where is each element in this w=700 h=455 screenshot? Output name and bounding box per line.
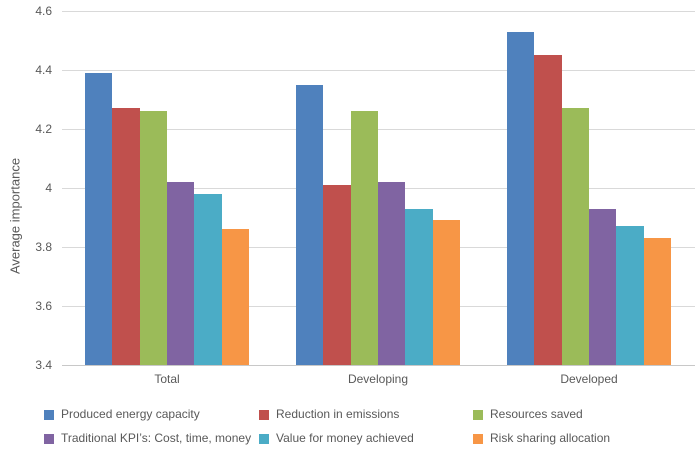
bar-total-series-0 — [85, 72, 113, 365]
x-category-label: Developed — [560, 372, 618, 386]
legend-label: Resources saved — [490, 407, 583, 421]
bar-developed-series-3 — [588, 208, 617, 365]
bar-group-total — [85, 72, 249, 365]
bar-group-developing — [296, 84, 460, 365]
legend-swatch-icon — [44, 433, 54, 444]
legend-label: Reduction in emissions — [276, 407, 400, 421]
bar-developing-series-1 — [323, 185, 351, 365]
bar-total-series-5 — [221, 229, 249, 365]
y-tick-label: 3.6 — [35, 299, 52, 313]
x-category-label: Developing — [347, 372, 409, 386]
bar-total-series-4 — [194, 193, 222, 365]
plot-area — [62, 11, 695, 366]
legend-item: Reduction in emissions — [259, 407, 399, 422]
bar-developing-series-5 — [432, 220, 460, 365]
gridline — [62, 11, 695, 12]
y-tick-label: 4.6 — [35, 4, 52, 18]
bar-developed-series-4 — [616, 226, 644, 365]
legend-swatch-icon — [473, 409, 483, 420]
y-tick-label: 4.2 — [35, 122, 52, 136]
x-axis-line — [62, 365, 695, 366]
legend-label: Produced energy capacity — [61, 407, 200, 421]
legend-item: Resources saved — [473, 407, 583, 422]
legend-swatch-icon — [44, 409, 54, 420]
y-tick-label: 3.8 — [35, 240, 52, 254]
legend-item: Risk sharing allocation — [473, 431, 610, 446]
bar-developing-series-3 — [377, 182, 406, 365]
bar-group-developed — [507, 31, 671, 365]
bar-total-series-2 — [139, 111, 167, 365]
legend-item: Produced energy capacity — [44, 407, 200, 422]
bar-developed-series-1 — [534, 55, 562, 365]
legend-label: Risk sharing allocation — [490, 431, 611, 445]
legend-label: Traditional KPI’s: Cost, time, money — [61, 431, 252, 445]
y-axis-title: Average importance — [7, 157, 23, 275]
gridline — [62, 129, 695, 130]
gridline — [62, 70, 695, 71]
bar-developing-series-4 — [405, 208, 433, 365]
legend-swatch-icon — [259, 433, 269, 444]
legend-swatch-icon — [259, 409, 269, 420]
legend-label: Value for money achieved — [276, 431, 414, 445]
x-category-label: Total — [154, 372, 180, 386]
bar-total-series-1 — [112, 108, 140, 365]
bar-developing-series-0 — [296, 84, 324, 365]
bar-developing-series-2 — [350, 111, 378, 365]
bar-developed-series-5 — [643, 238, 671, 365]
legend-swatch-icon — [473, 433, 483, 444]
y-tick-label: 4.4 — [35, 63, 52, 77]
bar-developed-series-2 — [561, 108, 589, 365]
y-tick-label: 3.4 — [35, 358, 52, 372]
legend-item: Value for money achieved — [259, 431, 414, 446]
bar-developed-series-0 — [507, 31, 535, 365]
legend-item: Traditional KPI’s: Cost, time, money — [44, 431, 251, 446]
bar-total-series-3 — [166, 182, 195, 365]
y-tick-label: 4 — [45, 181, 52, 195]
